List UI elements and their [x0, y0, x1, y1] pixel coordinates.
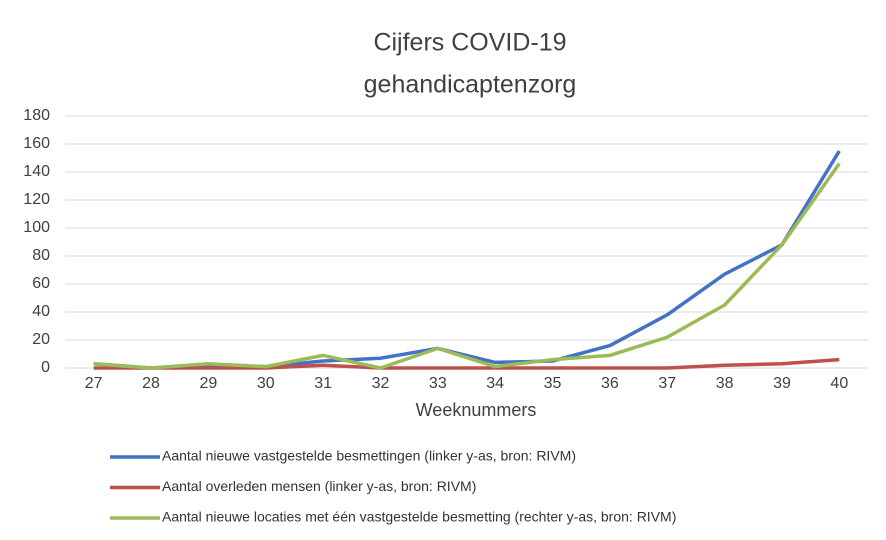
x-tick-label: 28	[142, 375, 160, 392]
chart-title: Cijfers COVID-19	[373, 29, 566, 57]
legend-label: Aantal nieuwe locaties met één vastgeste…	[162, 509, 676, 525]
chart-title: gehandicaptenzorg	[364, 71, 577, 99]
x-axis-title: Weeknummers	[416, 400, 537, 420]
y-tick-label: 40	[32, 303, 50, 320]
x-tick-label: 39	[773, 375, 791, 392]
x-tick-label: 29	[199, 375, 217, 392]
x-tick-label: 40	[830, 375, 848, 392]
y-tick-label: 160	[23, 135, 50, 152]
x-tick-label: 30	[257, 375, 275, 392]
y-tick-label: 140	[23, 163, 50, 180]
y-tick-label: 0	[41, 359, 50, 376]
y-tick-label: 80	[32, 247, 50, 264]
series-line	[93, 162, 841, 370]
legend-label: Aantal overleden mensen (linker y-as, br…	[162, 478, 476, 494]
x-tick-label: 27	[85, 375, 103, 392]
y-tick-label: 60	[32, 275, 50, 292]
x-tick-label: 33	[429, 375, 447, 392]
legend-label: Aantal nieuwe vastgestelde besmettingen …	[162, 448, 576, 464]
series-line	[93, 357, 840, 370]
x-tick-label: 38	[716, 375, 734, 392]
x-tick-label: 31	[314, 375, 332, 392]
x-tick-label: 37	[658, 375, 676, 392]
x-tick-label: 32	[372, 375, 390, 392]
x-tick-label: 34	[486, 375, 504, 392]
y-tick-label: 100	[23, 219, 50, 236]
y-tick-label: 120	[23, 191, 50, 208]
y-tick-label: 20	[32, 331, 50, 348]
x-tick-label: 36	[601, 375, 619, 392]
y-tick-label: 180	[23, 107, 50, 124]
x-tick-label: 35	[544, 375, 562, 392]
